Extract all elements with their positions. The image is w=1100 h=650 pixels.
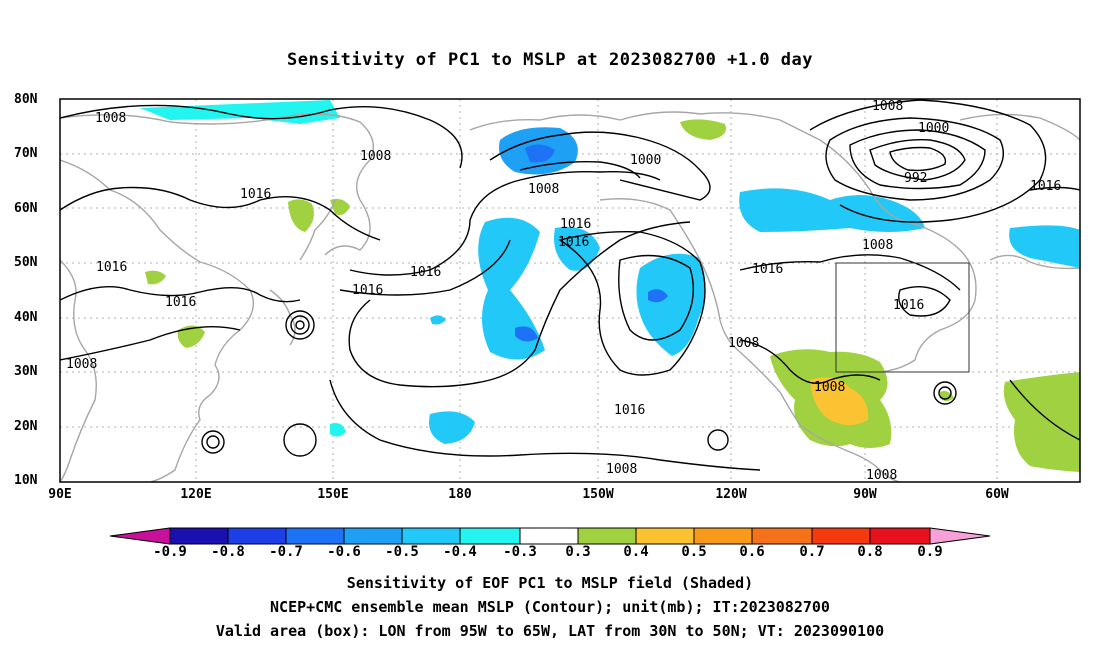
lon-label-150w: 150W [582, 487, 614, 502]
colorbar-swatch [285, 527, 345, 545]
tropical-lows [201, 310, 957, 457]
contour-label: 1016 [165, 295, 196, 310]
lon-label-120e: 120E [180, 487, 212, 502]
colorbar-label: -0.9 [153, 544, 187, 560]
lat-label-20n: 20N [14, 419, 38, 434]
valid-area-box [835, 262, 970, 373]
contour-label: 1008 [814, 380, 845, 395]
contour-label-group: 1008 1008 1016 1016 1016 1016 1008 1016 … [66, 99, 1061, 483]
lat-label-70n: 70N [14, 146, 38, 161]
colorbar-swatch [227, 527, 287, 545]
contour-label: 1000 [918, 121, 949, 136]
colorbar-swatch [693, 527, 753, 545]
colorbar-swatch [401, 527, 461, 545]
contour-label: 1008 [66, 357, 97, 372]
colorbar-label: 0.6 [739, 544, 765, 560]
caption-valid-area: Valid area (box): LON from 95W to 65W, L… [215, 622, 885, 640]
colorbar-label: 0.7 [799, 544, 825, 560]
contour-label: 1008 [872, 99, 903, 114]
colorbar-label: 0.8 [857, 544, 883, 560]
contour-label: 1016 [410, 265, 441, 280]
caption-contour: NCEP+CMC ensemble mean MSLP (Contour); u… [270, 598, 830, 616]
lon-label-90e: 90E [48, 487, 72, 502]
contour-label: 1016 [96, 260, 127, 275]
lat-label-30n: 30N [14, 364, 38, 379]
contour-label: 1016 [752, 262, 783, 277]
colorbar-swatch [811, 527, 871, 545]
colorbar-swatch [519, 527, 579, 545]
colorbar-label: -0.7 [269, 544, 303, 560]
lon-label-120w: 120W [715, 487, 747, 502]
lat-label-50n: 50N [14, 255, 38, 270]
colorbar-swatch [459, 527, 521, 545]
caption-shading: Sensitivity of EOF PC1 to MSLP field (Sh… [346, 574, 754, 592]
colorbar-label: -0.5 [385, 544, 419, 560]
colorbar-swatch [751, 527, 813, 545]
contour-label: 1008 [528, 182, 559, 197]
lon-label-90w: 90W [853, 487, 877, 502]
map-title: Sensitivity of PC1 to MSLP at 2023082700… [286, 50, 813, 70]
lat-label-40n: 40N [14, 310, 38, 325]
lon-label-180: 180 [448, 487, 472, 502]
lat-label-60n: 60N [14, 201, 38, 216]
colorbar-label: -0.4 [443, 544, 477, 560]
lon-label-150e: 150E [317, 487, 349, 502]
colorbar-label: 0.5 [681, 544, 707, 560]
colorbar-swatch [343, 527, 403, 545]
contour-label: 1016 [352, 283, 383, 298]
colorbar-label: 0.3 [565, 544, 591, 560]
lat-label-10n: 10N [14, 473, 38, 488]
contour-label: 1016 [560, 217, 591, 232]
contour-label: 1016 [614, 403, 645, 418]
contour-label: 1008 [95, 111, 126, 126]
colorbar-label: -0.8 [211, 544, 245, 560]
colorbar-low-arrow [109, 527, 171, 545]
colorbar [109, 527, 991, 545]
contour-label: 1016 [558, 235, 589, 250]
contour-label: 1016 [240, 187, 271, 202]
contour-label: 1016 [1030, 179, 1061, 194]
contour-label: 992 [904, 171, 927, 186]
colorbar-swatch [169, 527, 229, 545]
contour-label: 1008 [606, 462, 637, 477]
colorbar-swatch [635, 527, 695, 545]
lat-label-80n: 80N [14, 92, 38, 107]
contour-label: 1008 [862, 238, 893, 253]
coastlines [60, 111, 1080, 482]
colorbar-label: -0.3 [503, 544, 537, 560]
colorbar-label: 0.9 [917, 544, 943, 560]
lon-label-60w: 60W [985, 487, 1009, 502]
mslp-contours [60, 99, 1080, 471]
contour-label: 1008 [360, 149, 391, 164]
colorbar-label: 0.4 [623, 544, 649, 560]
colorbar-swatch [577, 527, 637, 545]
colorbar-label: -0.6 [327, 544, 361, 560]
positive-sensitivity-shading [145, 119, 1080, 472]
colorbar-swatch [869, 527, 931, 545]
contour-label: 1016 [893, 298, 924, 313]
contour-label: 1008 [728, 336, 759, 351]
colorbar-high-arrow [929, 527, 991, 545]
contour-label: 1000 [630, 153, 661, 168]
contour-label: 1008 [866, 468, 897, 483]
